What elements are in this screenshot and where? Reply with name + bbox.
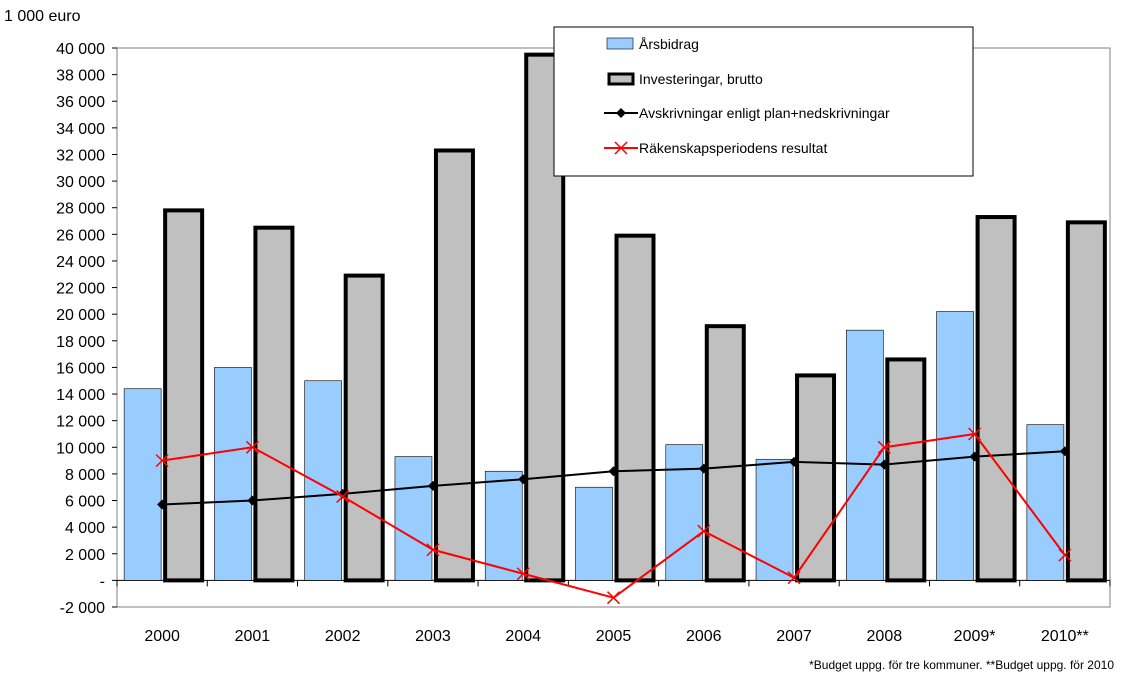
- bar-investeringar: [885, 357, 927, 583]
- y-tick-label: -: [100, 573, 105, 590]
- resultat-point: [245, 440, 259, 454]
- x-tick-label: 2010**: [1041, 628, 1089, 645]
- avskrivningar-point: [337, 488, 348, 499]
- y-tick-label: 38 000: [56, 68, 105, 85]
- avskrivningar-point: [789, 456, 800, 467]
- y-tick-label: 6 000: [65, 494, 105, 511]
- legend-swatch: [606, 37, 634, 50]
- x-tick-label: 2005: [596, 628, 632, 645]
- resultat-point: [606, 591, 621, 605]
- y-tick-label: 18 000: [56, 334, 105, 351]
- bar-arsbidrag: [304, 380, 342, 581]
- y-tick-label: 16 000: [56, 360, 105, 377]
- y-tick-label: -2 000: [60, 600, 105, 617]
- avskrivningar-point: [427, 480, 438, 491]
- legend-resultat: Räkenskapsperiodens resultat: [604, 140, 827, 156]
- bar-investeringar: [795, 373, 837, 583]
- bar-arsbidrag: [214, 367, 252, 581]
- resultat-point: [877, 440, 891, 454]
- y-tick-label: 10 000: [56, 440, 105, 457]
- chart-bars: [123, 52, 1107, 583]
- legend: Årsbidrag Investeringar, brutto Avskrivnin…: [553, 26, 974, 177]
- bar-arsbidrag: [846, 329, 884, 581]
- x-tick-label: 2007: [776, 628, 812, 645]
- y-tick-label: 12 000: [56, 414, 105, 431]
- avskrivningar-point: [1059, 446, 1070, 457]
- resultat-point: [1058, 548, 1072, 562]
- bar-investeringar: [253, 225, 295, 583]
- bar-investeringar: [1065, 220, 1107, 583]
- resultat-point: [336, 490, 350, 504]
- x-tick-label: 2002: [325, 628, 361, 645]
- bar-arsbidrag: [394, 456, 433, 581]
- bar-arsbidrag: [484, 470, 523, 581]
- avskrivningar-point: [518, 474, 529, 485]
- y-tick-label: 2 000: [65, 547, 105, 564]
- resultat-point: [787, 571, 801, 585]
- bar-arsbidrag: [575, 486, 613, 581]
- bar-arsbidrag: [755, 458, 794, 581]
- y-tick-label: 26 000: [56, 227, 105, 244]
- y-tick-label: 8 000: [65, 467, 105, 484]
- x-tick-label: 2001: [235, 628, 271, 645]
- y-tick-label: 32 000: [56, 147, 105, 164]
- legend-avskrivningar: Avskrivningar enligt plan+nedskrivningar: [604, 105, 890, 121]
- resultat-line: [161, 432, 1066, 599]
- bar-arsbidrag: [123, 388, 162, 581]
- x-tick-label: 2006: [686, 628, 722, 645]
- x-tick-label: 2008: [867, 628, 903, 645]
- resultat-point: [426, 543, 440, 557]
- x-tick-label: 2003: [415, 628, 451, 645]
- chart-lines: [155, 427, 1072, 605]
- bar-investeringar: [614, 233, 656, 583]
- y-tick-label: 28 000: [56, 201, 105, 218]
- legend-label: Avskrivningar enligt plan+nedskrivningar: [639, 105, 890, 121]
- legend-arsbidrag: Årsbidrag: [606, 36, 699, 52]
- bar-investeringar: [975, 215, 1017, 583]
- y-tick-label: 36 000: [56, 94, 105, 111]
- legend-label: Investeringar, brutto: [639, 71, 763, 87]
- legend-investeringar: Investeringar, brutto: [607, 71, 763, 87]
- legend-label: Årsbidrag: [639, 36, 699, 52]
- x-tick-label: 2000: [144, 628, 180, 645]
- y-tick-label: 40 000: [56, 41, 105, 58]
- bar-investeringar: [163, 208, 205, 583]
- avskrivningar-point: [247, 495, 258, 506]
- bar-arsbidrag: [936, 311, 974, 581]
- avskrivningar-point: [698, 463, 709, 474]
- avskrivningar-line: [162, 450, 1065, 506]
- bar-investeringar: [433, 148, 475, 583]
- y-tick-label: 34 000: [56, 121, 105, 138]
- y-axis-unit-label: 1 000 euro: [4, 8, 81, 25]
- x-tick-label: 2004: [505, 628, 541, 645]
- y-tick-label: 20 000: [56, 307, 105, 324]
- resultat-point: [155, 454, 169, 468]
- resultat-point: [697, 524, 711, 538]
- bar-investeringar: [343, 273, 385, 583]
- legend-marker: [614, 141, 628, 155]
- y-tick-label: 24 000: [56, 254, 105, 271]
- avskrivningar-point: [608, 466, 619, 477]
- legend-marker: [616, 108, 626, 118]
- resultat-point: [968, 427, 982, 441]
- y-tick-label: 4 000: [65, 520, 105, 537]
- bar-investeringar: [704, 324, 746, 583]
- legend-label: Räkenskapsperiodens resultat: [639, 140, 827, 156]
- resultat-point: [516, 567, 530, 581]
- y-tick-label: 30 000: [56, 174, 105, 191]
- legend-swatch: [607, 72, 635, 86]
- bar-arsbidrag: [665, 444, 704, 581]
- avskrivningar-point: [969, 451, 980, 462]
- x-tick-label: 2009*: [954, 628, 996, 645]
- y-tick-label: 14 000: [56, 387, 105, 404]
- footnote: *Budget uppg. för tre kommuner. **Budget…: [809, 658, 1114, 672]
- y-tick-label: 22 000: [56, 281, 105, 298]
- avskrivningar-point: [879, 459, 890, 470]
- avskrivningar-point: [157, 499, 168, 510]
- bar-arsbidrag: [1026, 424, 1065, 581]
